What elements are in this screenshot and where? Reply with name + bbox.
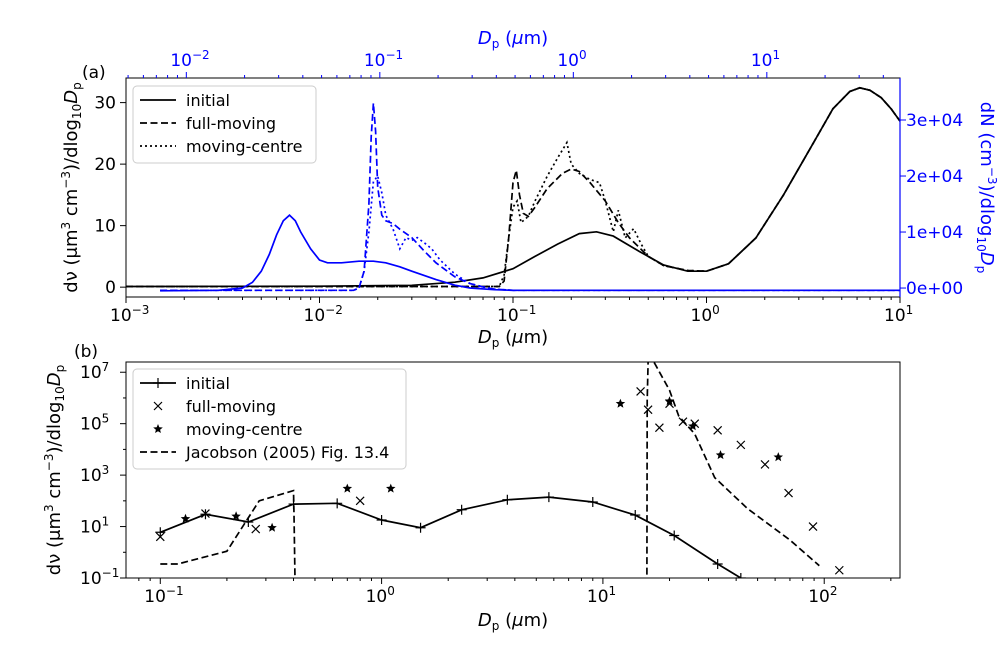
x-tick-label-a: 101 bbox=[884, 303, 913, 326]
series-b-3 bbox=[160, 362, 820, 578]
y-tick-label-b: 105 bbox=[80, 412, 109, 435]
x-tick-label-a: 100 bbox=[691, 303, 720, 326]
x-tick-label-b: 100 bbox=[366, 584, 395, 607]
x-tick-label-b: 101 bbox=[587, 584, 616, 607]
marker-plus bbox=[376, 514, 387, 525]
marker-star bbox=[342, 483, 353, 493]
y-tick-label-a: 20 bbox=[94, 155, 116, 175]
y-right-tick-label-a: 2e+04 bbox=[906, 167, 963, 187]
marker-x bbox=[155, 532, 165, 542]
plot-area-b bbox=[155, 362, 844, 578]
marker-star bbox=[180, 513, 191, 523]
x-tick-label-b: 102 bbox=[808, 584, 837, 607]
series-a-4 bbox=[160, 103, 900, 292]
marker-x bbox=[784, 488, 793, 498]
series-line-b bbox=[160, 362, 820, 578]
marker-plus bbox=[415, 522, 426, 533]
y-right-axis-title-a: dN (cm−3)/dlog10Dp bbox=[974, 102, 999, 274]
x-top-axis-title-a: Dp (μm) bbox=[478, 28, 548, 51]
marker-star bbox=[267, 522, 277, 532]
y-tick-label-b: 101 bbox=[80, 515, 109, 538]
legend-label-b: initial bbox=[186, 374, 230, 393]
marker-x bbox=[355, 496, 365, 506]
marker-plus bbox=[502, 494, 513, 505]
marker-x bbox=[643, 405, 653, 415]
legend-b: initial full-moving moving-centre Jacobson … bbox=[132, 368, 407, 470]
legend-label-a: initial bbox=[186, 91, 230, 110]
y-tick-label-a: 0 bbox=[105, 278, 116, 298]
marker-star bbox=[688, 421, 698, 431]
y-right-tick-label-a: 1e+04 bbox=[906, 223, 963, 243]
marker-star bbox=[386, 483, 396, 493]
y-tick-label-b: 103 bbox=[80, 463, 109, 486]
legend-box-a bbox=[132, 85, 317, 164]
legend-label-b: moving-centre bbox=[186, 420, 302, 439]
panel-label-a: (a) bbox=[82, 63, 106, 83]
marker-plus bbox=[456, 504, 467, 515]
y-right-tick-label-a: 3e+04 bbox=[906, 111, 963, 131]
marker-x bbox=[251, 524, 261, 534]
y-tick-label-a: 30 bbox=[94, 94, 116, 114]
marker-x bbox=[654, 423, 664, 433]
marker-plus bbox=[153, 378, 163, 388]
marker-x bbox=[153, 401, 163, 411]
series-line-b bbox=[159, 496, 742, 578]
y-right-tick-label-a: 0e+00 bbox=[906, 279, 963, 299]
series-a-2 bbox=[126, 86, 901, 288]
marker-x bbox=[636, 386, 646, 396]
x-top-tick-label-a: 101 bbox=[751, 48, 780, 71]
x-tick-label-a: 10−2 bbox=[304, 303, 343, 326]
series-a-1 bbox=[126, 86, 901, 288]
marker-x bbox=[760, 460, 770, 469]
x-tick-label-a: 10−3 bbox=[110, 303, 149, 326]
marker-star bbox=[715, 450, 726, 460]
legend-label-a: moving-centre bbox=[186, 137, 302, 156]
marker-plus bbox=[155, 527, 166, 538]
legend-label-b: Jacobson (2005) Fig. 13.4 bbox=[185, 443, 389, 462]
y-axis-title-b: dν (μm3 cm−3)/dlog10Dp bbox=[42, 365, 67, 575]
series-a-3 bbox=[160, 214, 900, 292]
x-axis-title-b: Dp (μm) bbox=[478, 610, 548, 633]
marker-star bbox=[153, 424, 163, 433]
marker-x bbox=[201, 509, 210, 518]
legend-label-a: full-moving bbox=[186, 114, 276, 133]
marker-star bbox=[773, 452, 783, 462]
x-axis-title-a: Dp (μm) bbox=[478, 327, 548, 350]
marker-plus bbox=[669, 530, 680, 541]
x-tick-label-a: 10−1 bbox=[497, 303, 536, 326]
marker-plus bbox=[332, 498, 343, 509]
y-tick-label-a: 10 bbox=[94, 217, 116, 237]
x-top-tick-label-a: 10−1 bbox=[364, 48, 403, 71]
legend-box-b bbox=[132, 368, 407, 470]
marker-plus bbox=[735, 573, 746, 578]
marker-plus bbox=[543, 492, 554, 503]
x-top-tick-label-a: 10−2 bbox=[170, 48, 209, 71]
series-a-5 bbox=[160, 174, 900, 292]
marker-plus bbox=[587, 497, 598, 508]
legend-a: initial full-moving moving-centre bbox=[132, 85, 317, 164]
legend-label-b: full-moving bbox=[186, 397, 276, 416]
series-b-0 bbox=[155, 492, 746, 578]
plot-frame-b bbox=[125, 361, 901, 579]
marker-x bbox=[713, 425, 723, 435]
marker-star bbox=[615, 398, 626, 408]
y-axis-title-a: dν (μm3 cm−3)/dlog10Dp bbox=[59, 82, 84, 292]
marker-x bbox=[808, 522, 818, 531]
x-top-tick-label-a: 100 bbox=[557, 48, 586, 71]
marker-star bbox=[231, 511, 241, 521]
marker-plus bbox=[630, 510, 641, 521]
marker-plus bbox=[712, 559, 723, 570]
panel-label-b: (b) bbox=[74, 342, 98, 362]
marker-x bbox=[736, 440, 746, 450]
marker-x bbox=[834, 565, 844, 575]
x-tick-label-b: 10−1 bbox=[144, 584, 183, 607]
marker-star bbox=[664, 396, 675, 406]
series-b-2 bbox=[180, 396, 783, 532]
y-tick-label-b: 10−1 bbox=[80, 566, 119, 589]
y-tick-label-b: 107 bbox=[80, 360, 109, 383]
panel-b: 10−1 100 101 102 10−1 101 103 105 107(b) Dp (μm) d… bbox=[42, 342, 901, 633]
